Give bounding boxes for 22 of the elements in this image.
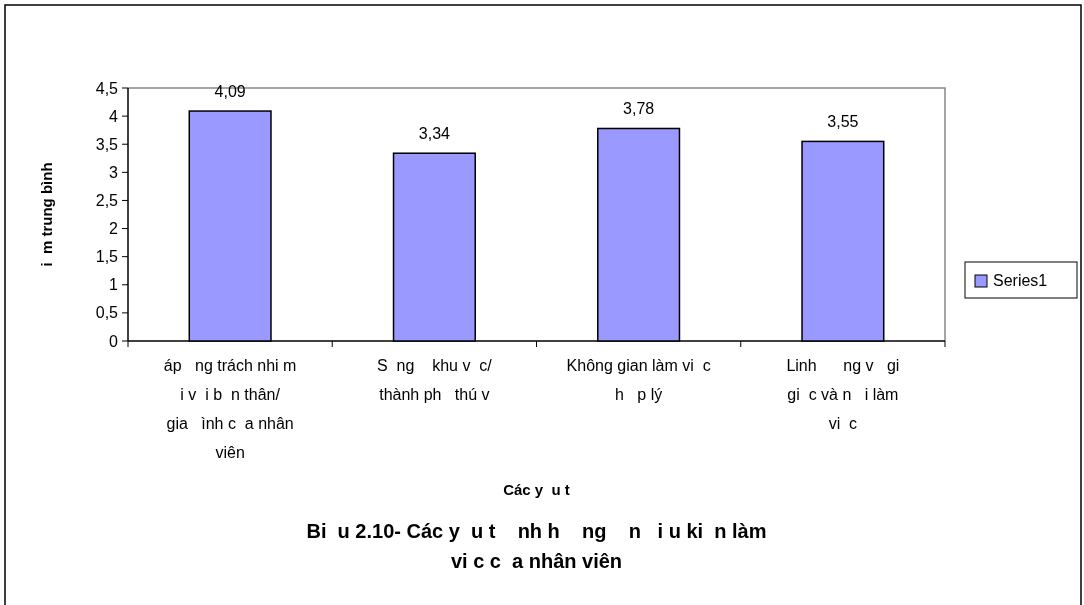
- y-tick-label: 3,5: [95, 135, 119, 153]
- text: Bi u 2.10- Các y u t nh h ng n i u ki n làm vi c c a nhân viên: [306, 520, 767, 572]
- y-tick-label: 2: [109, 220, 119, 238]
- x-tick-label: áp ng trách nhi m i v i b n thân/ gia ình c a nhân viên: [163, 357, 297, 461]
- y-tick-label: 4,5: [95, 79, 119, 97]
- y-tick-label: 1: [109, 276, 119, 294]
- legend-label: Series1: [993, 272, 1048, 289]
- y-tick-label: 2,5: [95, 192, 119, 210]
- x-tick-label: Linh ng v gi gi c và n i làm vi c: [786, 357, 900, 432]
- data-label: 3,34: [418, 125, 451, 143]
- x-tick-label: Không gian làm vi c h p lý: [566, 357, 711, 403]
- y-tick-label: 3: [109, 163, 119, 181]
- y-tick-label: 0,5: [95, 304, 119, 322]
- y-tick-label: 0: [109, 332, 119, 350]
- data-label: 4,09: [214, 83, 246, 101]
- x-tick-label: S ng khu v c/ thành ph thú v: [377, 357, 493, 403]
- data-label: 3,78: [623, 100, 655, 118]
- y-axis-title: i m trung bình: [38, 162, 55, 267]
- data-label: 3,55: [827, 113, 859, 131]
- y-tick-label: 4: [109, 107, 119, 125]
- y-tick-label: 1,5: [95, 248, 119, 266]
- x-axis-title: Các y u t: [503, 481, 570, 498]
